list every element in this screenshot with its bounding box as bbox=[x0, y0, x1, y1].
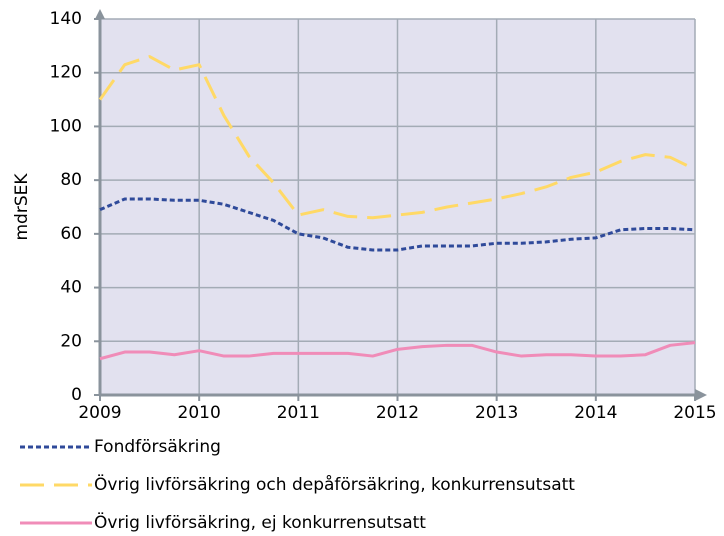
x-tick-label: 2009 bbox=[78, 403, 121, 423]
series-line bbox=[99, 341, 696, 361]
y-tick-label: 0 bbox=[71, 385, 82, 405]
x-tick-label: 2015 bbox=[673, 403, 716, 423]
y-tick-label: 60 bbox=[60, 224, 82, 244]
legend-label: Övrig livförsäkring och depåförsäkring, … bbox=[94, 473, 575, 495]
x-tick-label: 2012 bbox=[376, 403, 419, 423]
x-tick-label: 2011 bbox=[277, 403, 320, 423]
x-tick-label: 2010 bbox=[178, 403, 221, 423]
series-line bbox=[98, 55, 696, 220]
y-tick-label: 140 bbox=[50, 9, 82, 29]
y-tick-label: 40 bbox=[60, 278, 82, 298]
y-tick-label: 100 bbox=[50, 116, 82, 136]
y-tick-label: 120 bbox=[50, 63, 82, 83]
x-tick-label: 2014 bbox=[574, 403, 617, 423]
legend-label: Övrig livförsäkring, ej konkurrensutsatt bbox=[94, 511, 426, 533]
series-line bbox=[99, 197, 696, 252]
x-tick-label: 2013 bbox=[475, 403, 518, 423]
y-tick-label: 20 bbox=[60, 331, 82, 351]
y-axis-label: mdrSEK bbox=[12, 173, 32, 241]
legend-label: Fondförsäkring bbox=[94, 437, 221, 457]
y-axis-arrow bbox=[95, 9, 105, 19]
x-axis-arrow bbox=[695, 389, 707, 401]
y-tick-label: 80 bbox=[60, 170, 82, 190]
